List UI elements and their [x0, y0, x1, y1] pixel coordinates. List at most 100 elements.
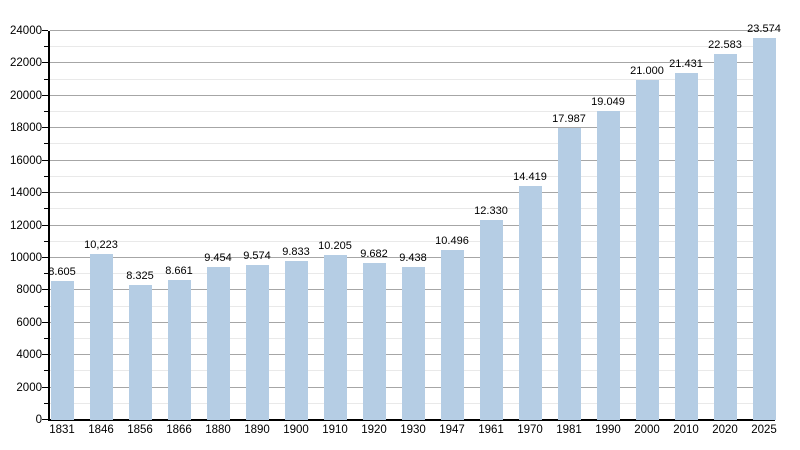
bar-value-label-1981: 17.987: [552, 113, 586, 126]
minor-gridline-15000: [50, 175, 775, 177]
y-tick-label-14000: 14000: [10, 187, 42, 200]
bar-1900: [284, 260, 308, 420]
y-tick-24000: [42, 30, 48, 31]
y-tick-9000: [44, 273, 48, 275]
x-tick-label-2010: 2010: [673, 424, 699, 436]
y-axis-line: [48, 31, 50, 421]
y-tick-7000: [44, 305, 48, 307]
bar-2025: [752, 37, 776, 420]
y-tick-label-16000: 16000: [10, 154, 42, 167]
y-tick-label-2000: 2000: [16, 381, 42, 394]
y-tick-label-18000: 18000: [10, 122, 42, 135]
bar-1831: [50, 280, 74, 420]
y-tick-label-4000: 4000: [16, 349, 42, 362]
y-tick-label-8000: 8000: [16, 284, 42, 297]
x-tick-label-2020: 2020: [712, 424, 738, 436]
bar-1930: [401, 267, 425, 420]
x-tick-label-1856: 1856: [127, 424, 153, 436]
bar-value-label-2000: 21.000: [630, 64, 664, 77]
bar-1890: [245, 264, 269, 420]
major-gridline-14000: [50, 192, 775, 194]
major-gridline-10000: [50, 256, 775, 258]
bar-1920: [362, 263, 386, 420]
x-tick-label-1831: 1831: [49, 424, 75, 436]
x-tick-label-2000: 2000: [634, 424, 660, 436]
y-tick-17000: [44, 143, 48, 145]
y-tick-label-22000: 22000: [10, 57, 42, 70]
bar-1880: [206, 266, 230, 420]
y-tick-6000: [42, 321, 48, 323]
x-axis-line: [48, 419, 775, 421]
major-gridline-20000: [50, 94, 775, 96]
bar-2000: [635, 79, 659, 420]
bar-1846: [89, 254, 113, 420]
minor-gridline-19000: [50, 111, 775, 113]
bar-value-label-1920: 9.682: [360, 248, 388, 261]
bar-1856: [128, 285, 152, 420]
minor-gridline-13000: [50, 208, 775, 210]
y-tick-5000: [44, 337, 48, 339]
bar-1990: [596, 111, 620, 420]
y-tick-label-12000: 12000: [10, 219, 42, 232]
y-axis-labels: 0 2000 4000 6000 8000 10000 12000 14000 16000 180…: [0, 25, 44, 426]
major-gridline-16000: [50, 159, 775, 161]
y-tick-1000: [44, 402, 48, 404]
bar-value-label-2025: 23.574: [747, 22, 781, 35]
minor-gridline-23000: [50, 46, 775, 48]
bar-value-label-1947: 10.496: [435, 234, 469, 247]
bar-value-label-1890: 9.574: [243, 249, 271, 262]
y-tick-16000: [42, 159, 48, 161]
y-tick-19000: [44, 111, 48, 113]
y-tick-8000: [42, 289, 48, 291]
minor-gridline-11000: [50, 240, 775, 242]
bar-value-label-1961: 12.330: [474, 205, 508, 218]
y-tick-13000: [44, 208, 48, 210]
y-tick-0: [42, 419, 48, 420]
x-tick-label-1990: 1990: [595, 424, 621, 436]
minor-gridline-17000: [50, 143, 775, 145]
bar-value-label-1880: 9.454: [204, 251, 232, 264]
y-tick-15000: [44, 175, 48, 177]
bar-value-label-1910: 10.205: [318, 239, 352, 252]
bar-1970: [518, 186, 542, 420]
bar-1981: [557, 128, 581, 420]
y-tick-18000: [42, 127, 48, 129]
bar-2020: [713, 53, 737, 420]
y-tick-12000: [42, 224, 48, 226]
y-tick-10000: [42, 256, 48, 258]
y-tick-label-6000: 6000: [16, 316, 42, 329]
x-tick-label-1910: 1910: [322, 424, 348, 436]
minor-gridline-21000: [50, 78, 775, 80]
x-tick-label-1920: 1920: [361, 424, 387, 436]
y-tick-2000: [42, 386, 48, 388]
x-tick-label-1900: 1900: [283, 424, 309, 436]
y-tick-label-0: 0: [35, 414, 42, 426]
y-tick-label-20000: 20000: [10, 89, 42, 102]
x-tick-label-2025: 2025: [751, 424, 777, 436]
y-tick-23000: [44, 46, 48, 48]
bar-value-label-1990: 19.049: [591, 96, 625, 109]
major-gridline-22000: [50, 62, 775, 64]
x-tick-label-1866: 1866: [166, 424, 192, 436]
x-tick-label-1880: 1880: [205, 424, 231, 436]
x-tick-label-1890: 1890: [244, 424, 270, 436]
y-tick-label-10000: 10000: [10, 251, 42, 264]
y-tick-21000: [44, 78, 48, 80]
bar-value-label-1831: 8.605: [48, 265, 76, 278]
bar-1866: [167, 279, 191, 420]
x-tick-label-1947: 1947: [439, 424, 465, 436]
y-tick-4000: [42, 354, 48, 356]
plot-area: 8.605 10,223 8.325 8.661 9.454 9.574 9.833 10.2…: [42, 23, 781, 420]
bar-1910: [323, 254, 347, 420]
bar-value-label-1856: 8.325: [126, 270, 154, 283]
x-tick-label-1970: 1970: [517, 424, 543, 436]
bar-value-label-1930: 9.438: [399, 252, 427, 265]
bar-1947: [440, 249, 464, 420]
y-tick-20000: [42, 94, 48, 96]
bar-value-label-2010: 21.431: [669, 57, 703, 70]
y-tick-22000: [42, 62, 48, 64]
major-gridline-18000: [50, 127, 775, 129]
bar-2010: [674, 72, 698, 420]
bar-value-label-1846: 10,223: [84, 239, 118, 252]
